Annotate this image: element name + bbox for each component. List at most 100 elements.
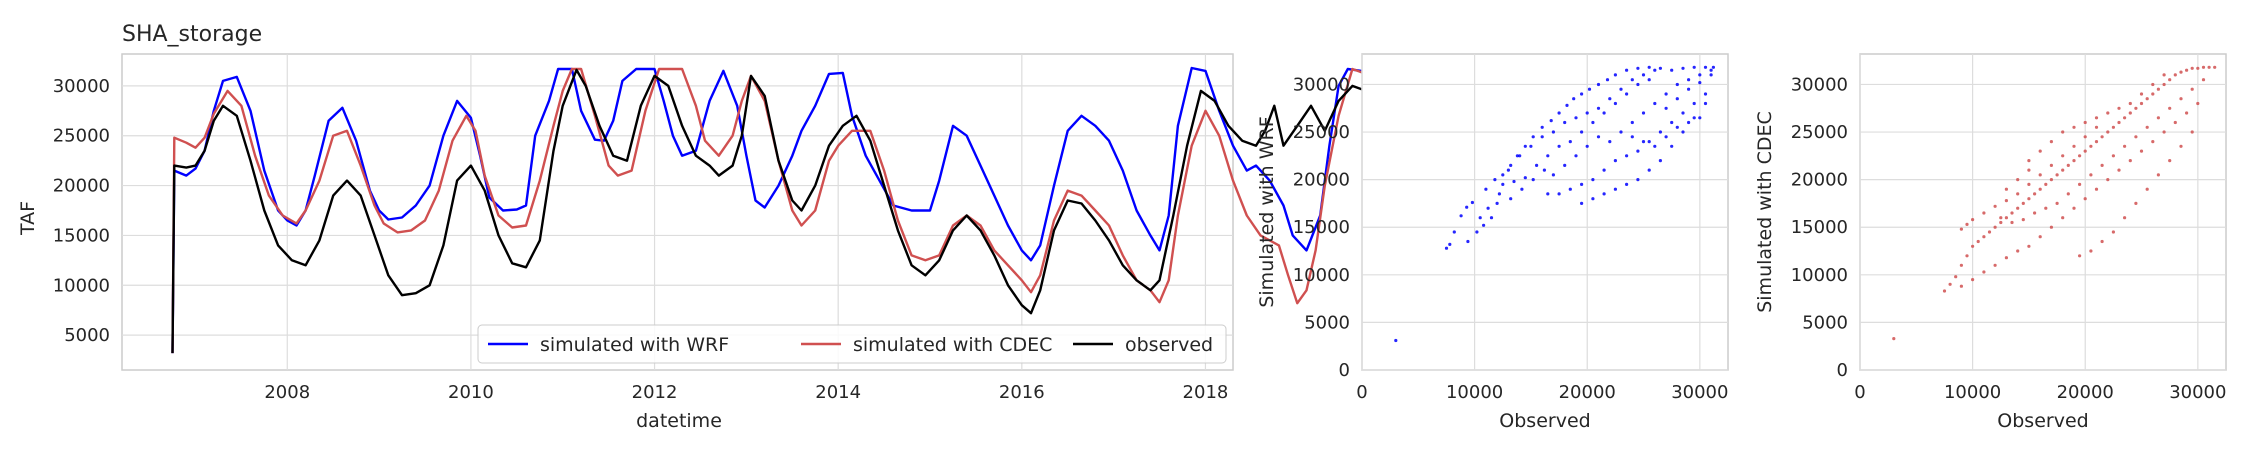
x-axis-label: Observed xyxy=(1499,410,1590,432)
scatter-point xyxy=(1641,140,1646,144)
scatter-point xyxy=(1613,73,1617,77)
scatter-point xyxy=(1993,204,1997,208)
scatter-point xyxy=(1636,149,1640,153)
y-tick-label: 0 xyxy=(1339,360,1350,381)
scatter-point xyxy=(1658,159,1662,163)
scatter-point xyxy=(1484,187,1488,191)
scatter-point xyxy=(1664,106,1668,110)
y-tick-label: 10000 xyxy=(53,275,110,296)
scatter-point xyxy=(1675,125,1679,129)
scatter-point xyxy=(2213,65,2217,69)
chart-title: SHA_storage xyxy=(122,22,262,47)
x-tick-label: 30000 xyxy=(2169,382,2226,403)
scatter-point xyxy=(2021,201,2025,205)
scatter-point xyxy=(2049,140,2053,144)
y-axis-label: TAF xyxy=(17,201,39,236)
scatter-point xyxy=(2072,159,2076,163)
scatter-point xyxy=(1948,282,1952,286)
scatter-point xyxy=(1625,154,1629,158)
scatter-point xyxy=(1959,227,1963,231)
scatter-point xyxy=(1971,278,1975,282)
y-tick-label: 30000 xyxy=(1791,74,1848,95)
scatter-point xyxy=(2168,159,2172,163)
scatter-point xyxy=(1999,220,2003,225)
scatter-point xyxy=(2049,178,2053,182)
scatter-point xyxy=(1692,101,1696,106)
scatter-point xyxy=(2100,135,2104,139)
scatter-point xyxy=(1546,192,1550,196)
scatter-point xyxy=(1444,246,1449,250)
scatter-point xyxy=(2168,78,2172,82)
y-tick-label: 15000 xyxy=(1293,217,1350,238)
scatter-point xyxy=(2201,78,2206,82)
scatter-point xyxy=(1630,78,1634,82)
scatter-point xyxy=(1711,65,1715,69)
x-tick-label: 2010 xyxy=(448,382,494,403)
scatter-point xyxy=(1542,168,1546,172)
scatter-point xyxy=(1540,125,1544,129)
scatter-point xyxy=(2179,144,2183,148)
scatter-point xyxy=(1535,163,1539,167)
scatter-point xyxy=(1613,101,1617,106)
scatter-point xyxy=(1497,192,1501,196)
y-tick-label: 5000 xyxy=(1304,312,1350,333)
scatter-point xyxy=(1509,197,1513,201)
scatter-point xyxy=(1647,78,1651,82)
scatter-point xyxy=(1489,216,1494,220)
x-tick-label: 10000 xyxy=(1446,382,1503,403)
scatter-point xyxy=(1531,135,1535,139)
scatter-point xyxy=(2061,130,2065,134)
scatter-point xyxy=(2139,92,2144,96)
scatter-point xyxy=(1709,68,1713,72)
scatter-point xyxy=(1647,168,1651,172)
scatter-point xyxy=(1470,200,1474,205)
scatter-point xyxy=(1580,182,1584,186)
scatter-point xyxy=(2190,66,2194,70)
scatter-point xyxy=(1630,120,1634,125)
scatter-point xyxy=(2061,154,2065,158)
y-tick-label: 5000 xyxy=(64,325,110,346)
scatter-point xyxy=(2094,187,2099,191)
scatter-point xyxy=(2038,187,2042,191)
scatter-point xyxy=(1501,182,1505,186)
scatter-point xyxy=(2027,244,2031,248)
series-line xyxy=(171,66,1391,354)
scatter-point xyxy=(1954,275,1958,279)
scatter-point xyxy=(2179,70,2183,74)
scatter-point xyxy=(2094,116,2099,120)
scatter-point xyxy=(1698,116,1702,120)
scatter-point xyxy=(2083,197,2087,201)
scatter-point xyxy=(2179,97,2183,101)
scatter-point xyxy=(1523,144,1527,148)
series-line xyxy=(171,68,1391,354)
scatter-point xyxy=(1982,235,1986,239)
scatter-point xyxy=(1892,337,1896,341)
scatter-point xyxy=(2061,216,2065,220)
scatter-point xyxy=(2128,111,2132,115)
scatter-point xyxy=(2196,101,2200,106)
y-tick-label: 0 xyxy=(1837,360,1848,381)
scatter-point xyxy=(1515,154,1519,158)
scatter-point xyxy=(2033,192,2037,196)
x-tick-label: 20000 xyxy=(2057,382,2114,403)
plot-area xyxy=(121,53,1391,371)
scatter-point xyxy=(2111,154,2115,158)
scatter-point xyxy=(1987,230,1992,234)
scatter-point xyxy=(1585,144,1589,148)
x-tick-label: 2014 xyxy=(815,382,861,403)
scatter-point xyxy=(2134,135,2138,139)
scatter-point xyxy=(1703,92,1708,96)
scatter-point xyxy=(2156,87,2160,91)
scatter-point xyxy=(1942,289,1947,293)
scatter-point xyxy=(2089,173,2093,177)
scatter-point xyxy=(1565,103,1569,107)
y-tick-label: 15000 xyxy=(53,225,110,246)
scatter-point xyxy=(1585,111,1589,115)
scatter-point xyxy=(2061,168,2065,172)
scatter-point xyxy=(2049,163,2053,167)
scatter-point xyxy=(2055,201,2059,205)
scatter-point xyxy=(1647,140,1651,144)
scatter-point xyxy=(2072,144,2076,148)
scatter-point xyxy=(2100,163,2104,167)
